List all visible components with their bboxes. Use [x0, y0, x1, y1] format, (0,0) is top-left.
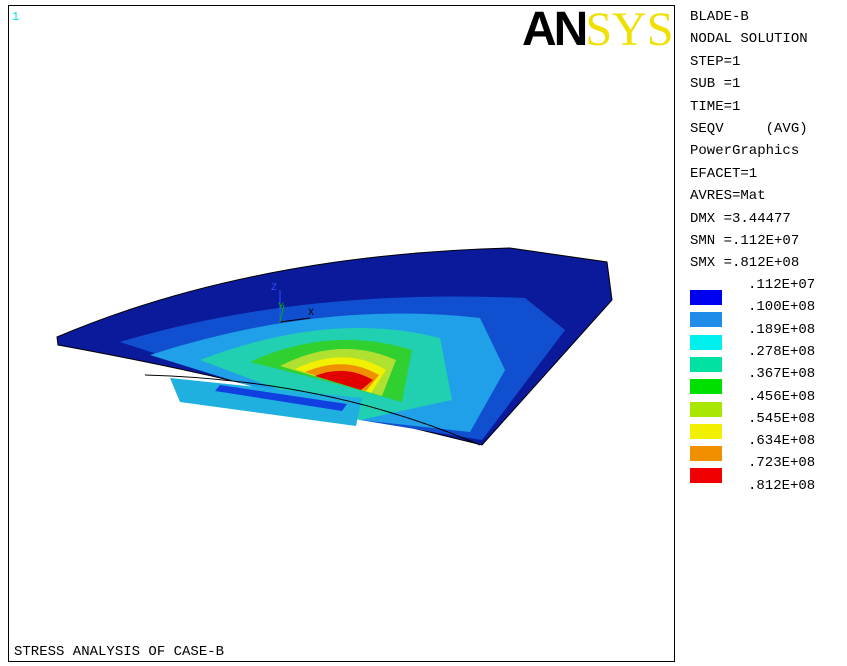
contour-swatch: [690, 357, 722, 372]
contour-swatch: [690, 290, 722, 305]
contour-swatch: [690, 446, 722, 461]
contour-level: .812E+08: [748, 478, 815, 494]
window-number: 1: [12, 9, 19, 25]
contour-level: .634E+08: [748, 433, 815, 449]
info-line: BLADE-B: [690, 9, 749, 25]
triad-x: X: [308, 306, 314, 322]
contour-level: .100E+08: [748, 299, 815, 315]
ansys-logo: ANSYS: [522, 4, 673, 56]
graphics-window: [8, 5, 675, 662]
info-line: SEQV (AVG): [690, 121, 808, 137]
contour-swatch: [690, 424, 722, 439]
triad-z: Z: [271, 281, 277, 297]
triad-y: Y: [278, 300, 284, 316]
info-line: NODAL SOLUTION: [690, 31, 808, 47]
screen: 1 Z Y X ANSYS STRESS ANALYSIS OF CASE-B …: [0, 0, 847, 666]
info-line: STEP=1: [690, 54, 740, 70]
contour-swatch: [690, 335, 722, 350]
contour-level: .545E+08: [748, 411, 815, 427]
logo-dark: AN: [522, 3, 585, 56]
contour-swatch: [690, 468, 722, 483]
contour-level: .189E+08: [748, 322, 815, 338]
contour-swatch: [690, 312, 722, 327]
info-line: AVRES=Mat: [690, 188, 766, 204]
footer-title: STRESS ANALYSIS OF CASE-B: [14, 644, 224, 660]
info-line: SMX =.812E+08: [690, 255, 799, 271]
contour-level: .367E+08: [748, 366, 815, 382]
contour-level: .456E+08: [748, 389, 815, 405]
info-line: SMN =.112E+07: [690, 233, 799, 249]
contour-level: .278E+08: [748, 344, 815, 360]
contour-swatch: [690, 402, 722, 417]
info-line: DMX =3.44477: [690, 211, 791, 227]
info-line: PowerGraphics: [690, 143, 799, 159]
info-line: EFACET=1: [690, 166, 757, 182]
contour-swatch: [690, 379, 722, 394]
contour-level: .112E+07: [748, 277, 815, 293]
info-line: TIME=1: [690, 99, 740, 115]
logo-light: SYS: [585, 3, 673, 56]
contour-level: .723E+08: [748, 455, 815, 471]
info-line: SUB =1: [690, 76, 740, 92]
